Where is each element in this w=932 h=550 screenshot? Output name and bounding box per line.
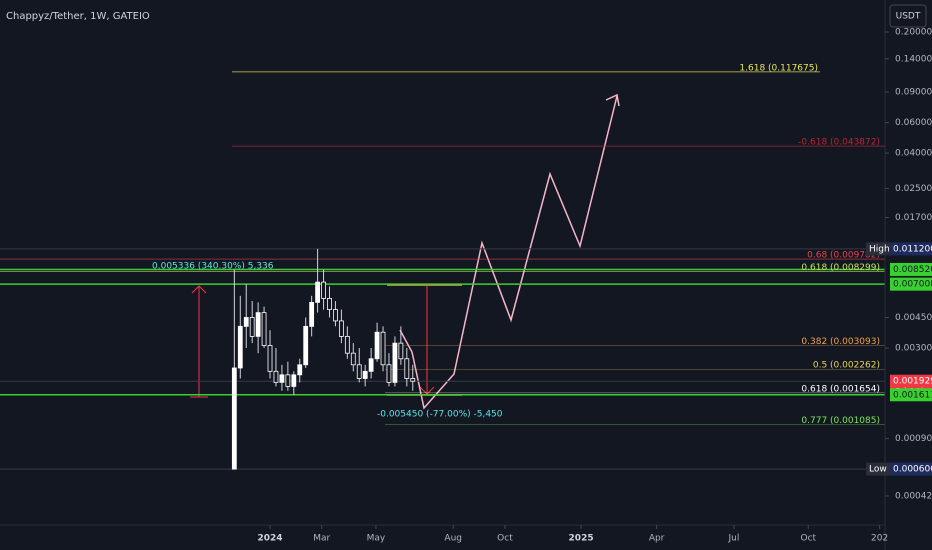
projection-path [399,95,618,410]
candle-body [291,374,297,387]
price-label: 0.007008 [893,280,932,290]
fib-label: 0.618 (0.001654) [801,384,880,394]
fib-label: 0.382 (0.003093) [801,337,880,347]
candle-body [398,342,404,360]
price-label: 0.011200 [893,244,932,254]
fib-label: -0.618 (0.043872) [798,138,880,148]
x-tick-label: Jul [728,534,740,544]
fib-label: 0.5 (0.002262) [813,361,880,371]
candle-body [404,358,410,379]
price-label: 0.000600 [893,465,932,475]
candle-body [333,309,338,322]
candle-body [255,312,261,337]
x-tick-label: Oct [497,534,513,544]
price-name-box [866,242,890,256]
fib-label: 0.618 (0.008299) [801,263,880,273]
candle-body [303,325,309,366]
price-name: Low [869,465,887,475]
candle-body [297,364,303,376]
currency-button[interactable] [889,4,927,28]
plot-area [0,71,885,470]
price-name-box [866,462,890,476]
candle-body [386,364,392,383]
candle-body [261,312,267,346]
candle-body [374,331,380,360]
arrow-head [419,386,435,395]
candle-body [315,281,321,303]
x-tick-label: Apr [649,534,665,544]
candle-body [243,317,249,327]
price-box [890,242,932,256]
price-box [890,388,932,402]
x-tick-label: 202 [871,534,888,544]
candle-body [237,325,243,369]
price-label: 0.001929 [893,377,932,387]
candle-body [344,335,350,354]
price-box [890,462,932,476]
price-label: 0.008520 [893,265,932,275]
projection-arrow [605,93,620,107]
x-tick-label: May [367,534,386,544]
x-tick-label: Mar [313,534,330,544]
x-tick-label: 2024 [257,534,282,544]
measure-label: 0.005336 (340.30%) 5,336 [152,262,274,272]
x-tick-label: Aug [444,534,462,544]
candle-body [362,370,368,379]
candle-body [392,342,398,383]
candle-body [368,358,374,372]
candle-body [279,374,285,383]
candle-body [350,352,356,366]
currency-label[interactable]: USDT [896,12,921,22]
candle-body [410,378,416,382]
measure-label: -0.005450 (-77.00%) -5,450 [377,410,503,420]
candle-body [356,364,362,379]
candle-body [231,367,237,470]
x-tick-label: 2025 [569,534,594,544]
chart-title: Chappyz/Tether, 1W, GATEIO [6,11,150,22]
fib-label: 0.68 (0.009782) [807,251,880,261]
arrow-head [191,285,207,294]
candle-body [267,345,273,372]
price-name: High [869,244,890,254]
candle-body [321,281,326,299]
price-box [890,277,932,291]
candle-body [285,374,291,387]
price-box [890,262,932,276]
candle-body [249,317,255,337]
candle-body [338,320,344,337]
x-tick-label: Oct [800,534,816,544]
candle-body [273,370,279,383]
fib-label: 1.618 (0.117675) [739,63,818,73]
fib-label: 0.777 (0.001085) [801,416,880,426]
y-tick-label: 0.000420 [895,491,932,501]
candle-body [380,331,386,366]
candle-body [327,297,332,310]
candle-body [309,301,315,327]
price-label: 0.001611 [893,390,932,400]
